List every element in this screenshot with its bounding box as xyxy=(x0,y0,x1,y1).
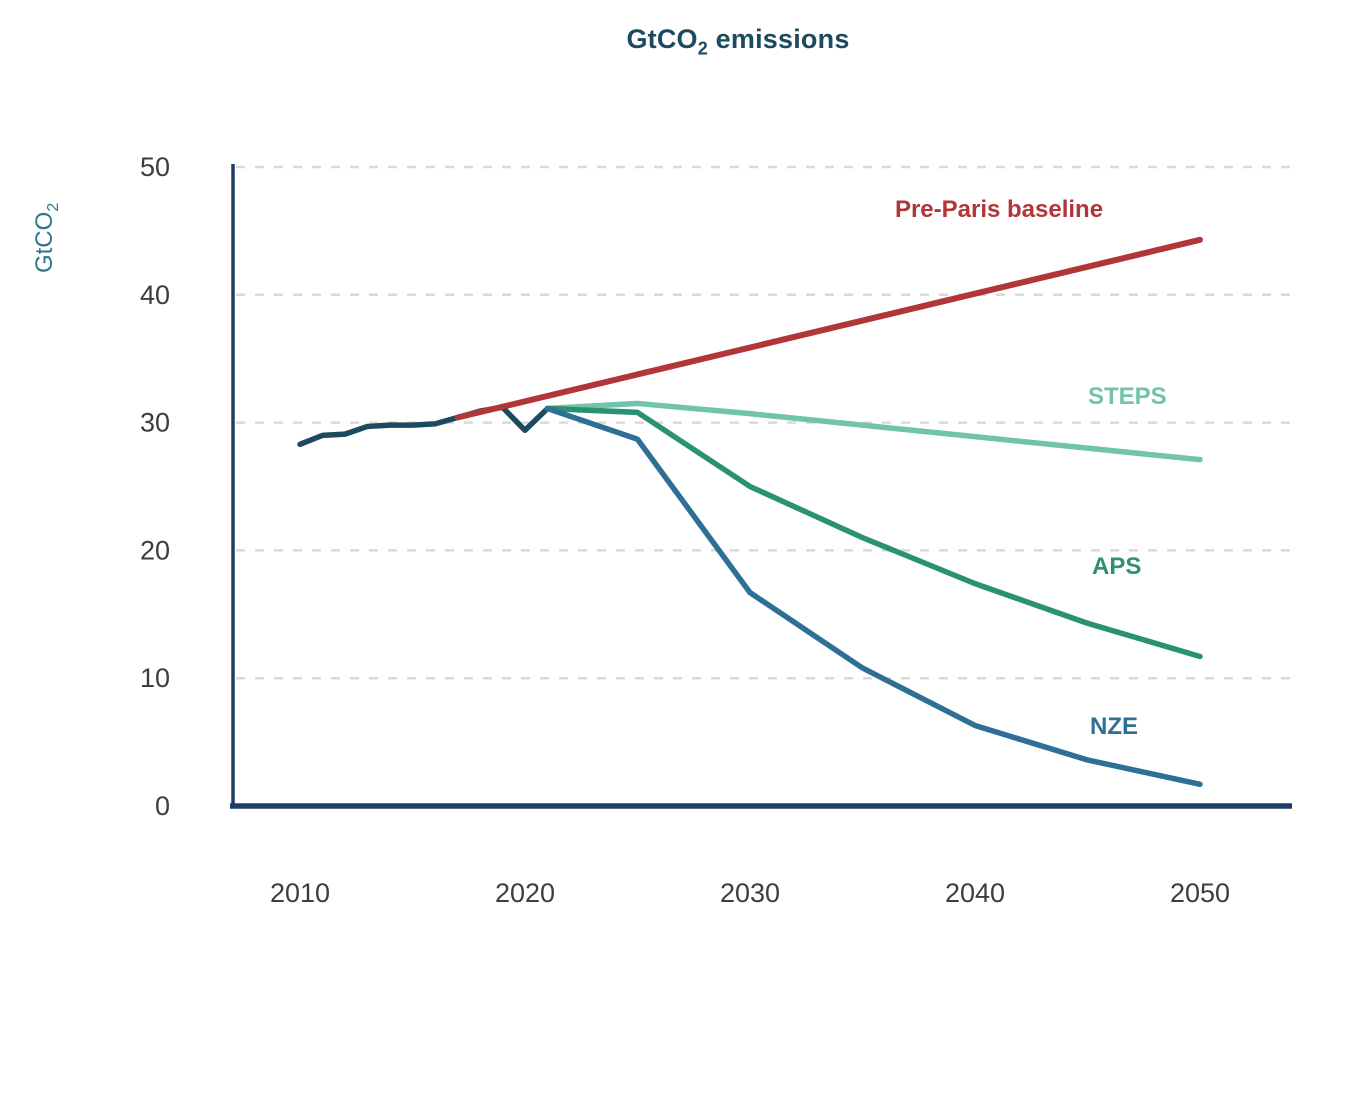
y-tick-label-30: 30 xyxy=(140,408,170,438)
y-tick-label-0: 0 xyxy=(155,791,170,821)
chart-title-prefix: GtCO xyxy=(626,24,698,54)
y-tick-label-50: 50 xyxy=(140,152,170,182)
series-line-pre-paris-baseline xyxy=(454,236,1203,421)
x-tick-label-2040: 2040 xyxy=(945,878,1005,908)
x-tick-label-2050: 2050 xyxy=(1170,878,1230,908)
chart-title-suffix: emissions xyxy=(707,24,850,54)
x-tick-label-2010: 2010 xyxy=(270,878,330,908)
chart-title: GtCO2 emissions xyxy=(438,24,1038,59)
series-label-aps: APS xyxy=(1092,553,1142,580)
series-line-historical-emissions xyxy=(297,404,551,448)
chart-title-subscript: 2 xyxy=(697,38,708,59)
y-tick-label-40: 40 xyxy=(140,280,170,310)
y-tick-label-10: 10 xyxy=(140,663,170,693)
series-label-pre-paris-baseline: Pre-Paris baseline xyxy=(894,196,1104,223)
x-tick-label-2030: 2030 xyxy=(720,878,780,908)
x-tick-label-2020: 2020 xyxy=(495,878,555,908)
series-line-aps xyxy=(544,405,1203,660)
series-line-nze xyxy=(544,405,1203,788)
series-label-nze: NZE xyxy=(1090,713,1138,740)
series-line-steps xyxy=(544,400,1203,463)
y-tick-label-20: 20 xyxy=(140,535,170,565)
series-label-steps: STEPS xyxy=(1088,383,1167,410)
